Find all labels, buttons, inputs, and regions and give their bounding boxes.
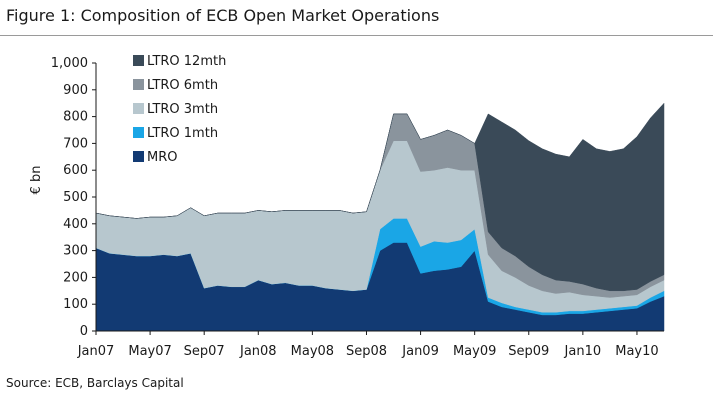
y-tick-label: 1,000: [51, 56, 88, 71]
x-tick-label: Jan10: [564, 344, 602, 359]
legend: LTRO 12mth LTRO 6mth LTRO 3mth LTRO 1mth MR…: [133, 54, 226, 165]
legend-label-mro: MRO: [147, 150, 177, 165]
figure-title: Figure 1: Composition of ECB Open Market…: [6, 6, 440, 25]
x-tick-label: Sep09: [508, 344, 549, 359]
legend-swatch-ltro-12mth: [133, 55, 144, 66]
y-tick-label: 800: [63, 110, 88, 125]
y-tick-label: 500: [63, 190, 88, 205]
legend-label-ltro-6mth: LTRO 6mth: [147, 78, 218, 93]
y-tick-label: 900: [63, 83, 88, 98]
y-tick-label: 0: [80, 324, 88, 339]
series-layer: [95, 102, 665, 332]
legend-swatch-ltro-6mth: [133, 79, 144, 90]
legend-swatch-ltro-1mth: [133, 127, 144, 138]
y-tick-label: 400: [63, 217, 88, 232]
x-tick-label: May08: [291, 344, 334, 359]
x-tick-label: Sep07: [184, 344, 225, 359]
x-tick-label: May10: [615, 344, 658, 359]
x-tick-label: May07: [128, 344, 171, 359]
y-tick-label: 600: [63, 163, 88, 178]
legend-label-ltro-12mth: LTRO 12mth: [147, 54, 226, 69]
x-tick-label: Sep08: [346, 344, 387, 359]
legend-label-ltro-1mth: LTRO 1mth: [147, 126, 218, 141]
title-divider: [0, 35, 713, 36]
legend-label-ltro-3mth: LTRO 3mth: [147, 102, 218, 117]
y-tick-label: 300: [63, 244, 88, 259]
y-axis-label: € bn: [29, 166, 44, 195]
legend-swatch-mro: [133, 151, 144, 162]
axis-layer: 0 100 200 300 400 500 600 700 800 900 1,000 Jan07 Ma…: [51, 56, 664, 359]
y-tick-label: 100: [63, 297, 88, 312]
x-tick-label: Jan07: [77, 344, 115, 359]
y-tick-label: 700: [63, 136, 88, 151]
y-tick-label: 200: [63, 270, 88, 285]
source-note: Source: ECB, Barclays Capital: [6, 376, 184, 390]
x-tick-label: May09: [453, 344, 496, 359]
legend-swatch-ltro-3mth: [133, 103, 144, 114]
x-tick-label: Jan09: [401, 344, 439, 359]
series-area-ltro-12mth: [95, 102, 665, 292]
x-tick-label: Jan08: [239, 344, 277, 359]
